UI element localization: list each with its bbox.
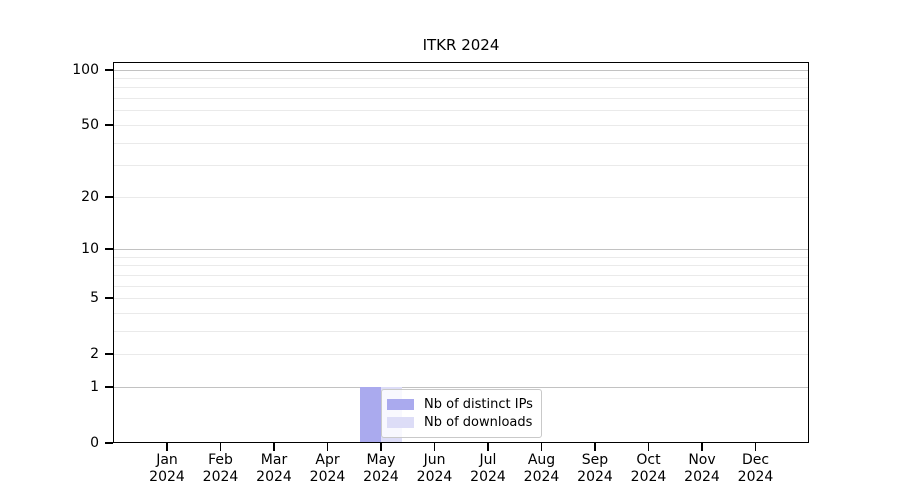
- minor-gridline-40: [113, 142, 809, 144]
- x-tick-label-jul-2024: Jul 2024: [448, 452, 528, 486]
- x-tick-label-jun-2024: Jun 2024: [395, 452, 475, 486]
- x-tick-month: Dec: [741, 452, 770, 468]
- legend-row-nb-of-downloads: Nb of downloads: [387, 415, 533, 430]
- x-tick-label-apr-2024: Apr 2024: [288, 452, 368, 486]
- plot-area: Nb of distinct IPs Nb of downloads: [113, 62, 809, 443]
- x-tick-year: 2024: [523, 469, 560, 485]
- x-tick-apr-2024: [326, 443, 329, 451]
- y-tick-5: [105, 297, 113, 299]
- minor-gridline-80: [113, 87, 809, 89]
- x-tick-month: Aug: [527, 452, 556, 468]
- x-tick-label-jan-2024: Jan 2024: [127, 452, 207, 486]
- x-tick-year: 2024: [577, 469, 613, 485]
- y-tick-label-20: 20: [81, 188, 99, 205]
- x-tick-label-may-2024: May 2024: [341, 452, 421, 486]
- x-tick-label-oct-2024: Oct 2024: [609, 452, 689, 486]
- legend: Nb of distinct IPs Nb of downloads: [381, 389, 542, 438]
- y-tick-100: [105, 68, 113, 71]
- x-tick-year: 2024: [363, 469, 399, 485]
- x-tick-feb-2024: [219, 443, 222, 451]
- x-tick-oct-2024: [647, 443, 650, 451]
- minor-gridline-30: [113, 165, 809, 167]
- x-tick-jan-2024: [166, 443, 168, 451]
- minor-gridline-60: [113, 110, 809, 112]
- x-tick-year: 2024: [202, 469, 239, 485]
- x-tick-year: 2024: [470, 469, 506, 485]
- minor-gridline-7: [113, 274, 809, 276]
- x-tick-sep-2024: [594, 443, 596, 451]
- minor-gridline-9: [113, 256, 809, 258]
- minor-gridline-50: [113, 124, 809, 126]
- x-tick-may-2024: [380, 443, 382, 451]
- y-tick-50: [105, 124, 113, 126]
- x-tick-year: 2024: [684, 469, 720, 485]
- x-tick-year: 2024: [309, 469, 346, 485]
- x-tick-label-nov-2024: Nov 2024: [662, 452, 742, 486]
- minor-gridline-70: [113, 98, 809, 100]
- x-tick-month: Mar: [260, 452, 288, 468]
- x-tick-year: 2024: [737, 469, 774, 485]
- x-tick-year: 2024: [630, 469, 667, 485]
- legend-row-nb-of-distinct-ips: Nb of distinct IPs: [387, 397, 533, 412]
- x-tick-month: Jun: [423, 452, 446, 468]
- x-tick-month: Jul: [479, 452, 497, 468]
- y-tick-label-2: 2: [90, 346, 99, 363]
- x-tick-year: 2024: [256, 469, 292, 485]
- y-tick-20: [105, 195, 113, 198]
- chart-title: ITKR 2024: [422, 36, 500, 54]
- y-tick-2: [105, 353, 113, 355]
- bar-nb-of-distinct-ips-may-2024: [360, 386, 381, 443]
- y-tick-label-10: 10: [81, 241, 99, 257]
- minor-gridline-90: [113, 78, 809, 80]
- x-tick-label-sep-2024: Sep 2024: [555, 452, 635, 486]
- y-tick-label-0: 0: [90, 435, 99, 451]
- minor-gridline-2: [113, 354, 809, 356]
- minor-gridline-4: [113, 312, 809, 314]
- y-tick-label-50: 50: [81, 116, 99, 133]
- major-gridline-100: [113, 69, 809, 71]
- y-tick-10: [105, 248, 113, 250]
- x-tick-nov-2024: [701, 443, 703, 451]
- minor-gridline-6: [113, 285, 809, 287]
- x-tick-dec-2024: [754, 443, 757, 451]
- x-tick-jul-2024: [487, 443, 489, 451]
- minor-gridline-8: [113, 265, 809, 267]
- y-tick-label-5: 5: [90, 290, 99, 307]
- legend-label-nb-of-downloads: Nb of downloads: [424, 415, 533, 430]
- legend-label-nb-of-distinct-ips: Nb of distinct IPs: [424, 397, 533, 412]
- y-tick-1: [105, 386, 113, 388]
- x-tick-month: Feb: [208, 452, 233, 468]
- y-tick-label-100: 100: [72, 61, 99, 78]
- x-tick-label-feb-2024: Feb 2024: [181, 452, 261, 486]
- x-tick-month: Sep: [581, 452, 609, 468]
- major-gridline-1: [113, 386, 809, 388]
- x-tick-month: Jan: [156, 452, 178, 468]
- x-tick-month: Nov: [688, 452, 716, 468]
- x-tick-mar-2024: [273, 443, 275, 451]
- legend-swatch-nb-of-downloads: [387, 417, 414, 428]
- x-tick-month: Apr: [315, 452, 340, 468]
- x-tick-year: 2024: [149, 469, 185, 485]
- x-tick-label-dec-2024: Dec 2024: [716, 452, 796, 486]
- x-tick-label-aug-2024: Aug 2024: [502, 452, 582, 486]
- minor-gridline-20: [113, 196, 809, 198]
- y-tick-0: [105, 442, 113, 444]
- x-tick-month: Oct: [636, 452, 661, 468]
- x-tick-jun-2024: [433, 443, 436, 451]
- minor-gridline-3: [113, 330, 809, 332]
- x-tick-year: 2024: [416, 469, 453, 485]
- x-tick-aug-2024: [540, 443, 543, 451]
- minor-gridline-5: [113, 298, 809, 300]
- legend-swatch-nb-of-distinct-ips: [387, 399, 414, 410]
- major-gridline-10: [113, 249, 809, 250]
- y-tick-label-1: 1: [90, 378, 99, 395]
- x-tick-month: May: [366, 452, 396, 468]
- x-tick-label-mar-2024: Mar 2024: [234, 452, 314, 486]
